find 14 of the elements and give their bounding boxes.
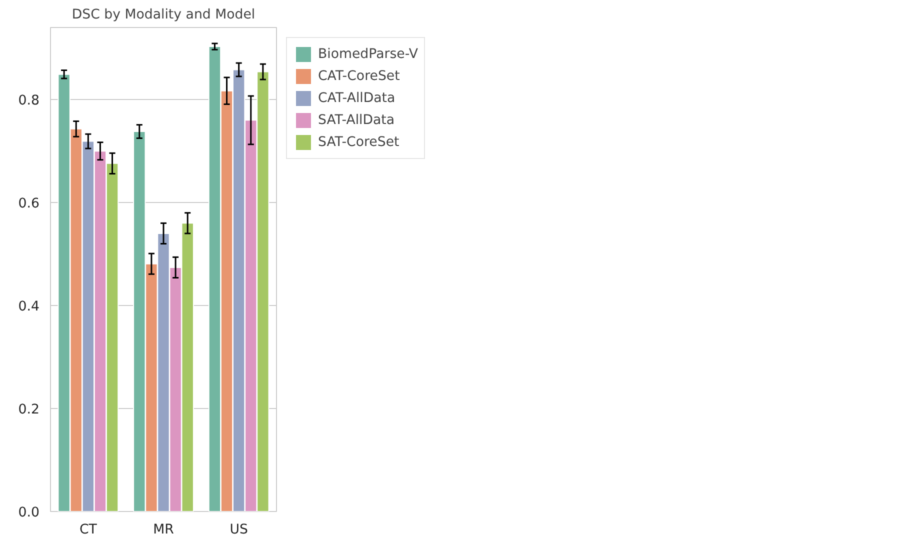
x-tick-label: MR xyxy=(153,522,174,538)
legend-label: SAT-AllData xyxy=(318,112,395,128)
legend-label: BiomedParse-V xyxy=(318,46,418,62)
legend-label: CAT-AllData xyxy=(318,90,396,106)
y-tick-label: 0.4 xyxy=(18,300,40,315)
chart-title: DSC by Modality and Model xyxy=(72,8,256,22)
y-tick-label: 0.2 xyxy=(18,402,40,418)
y-tick-label: 0.6 xyxy=(18,196,40,212)
legend-label: SAT-CoreSet xyxy=(318,134,400,150)
legend-label: CAT-CoreSet xyxy=(318,68,400,84)
y-tick-label: 0.8 xyxy=(18,94,40,109)
x-tick-label: US xyxy=(230,522,248,538)
y-tick-label: 0.0 xyxy=(18,506,40,520)
x-tick-label: CT xyxy=(79,522,98,538)
